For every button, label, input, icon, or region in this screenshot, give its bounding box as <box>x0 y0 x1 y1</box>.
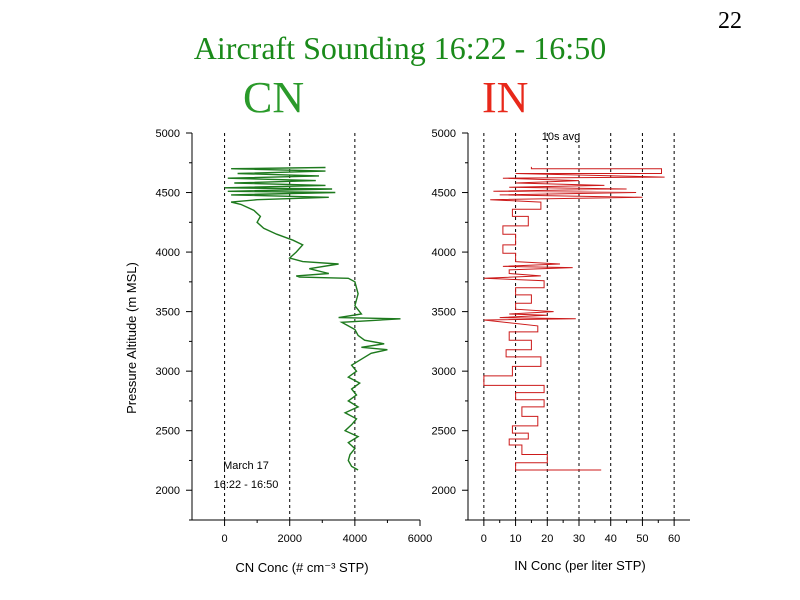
in-ytick-label-2500: 2500 <box>432 426 456 438</box>
cn-ytick-label-5000: 5000 <box>156 128 180 140</box>
in-xtick-label-40: 40 <box>605 533 617 545</box>
cn-ytick-label-3000: 3000 <box>156 366 180 378</box>
cn-xtick-label-2000: 2000 <box>277 533 301 545</box>
in-x-axis-title: IN Conc (per liter STP) <box>514 558 645 573</box>
in-ytick-label-3000: 3000 <box>432 366 456 378</box>
cn-ytick-label-4500: 4500 <box>156 188 180 200</box>
in-xtick-label-60: 60 <box>668 533 680 545</box>
in-ytick-label-4500: 4500 <box>432 188 456 200</box>
in-annotation-avg: 10s avg <box>542 131 581 143</box>
cn-ytick-label-2500: 2500 <box>156 426 180 438</box>
in-xtick-label-30: 30 <box>573 533 585 545</box>
in-xtick-label-0: 0 <box>481 533 487 545</box>
in-xtick-label-50: 50 <box>636 533 648 545</box>
in-ytick-label-5000: 5000 <box>432 128 456 140</box>
cn-annotation-time: 16:22 - 16:50 <box>214 479 279 491</box>
cn-xtick-label-0: 0 <box>222 533 228 545</box>
in-xtick-label-10: 10 <box>509 533 521 545</box>
cn-ytick-label-4000: 4000 <box>156 247 180 259</box>
in-xtick-label-20: 20 <box>541 533 553 545</box>
slide-title: Aircraft Sounding 16:22 - 16:50 <box>193 30 607 66</box>
y-axis-title: Pressure Altitude (m MSL) <box>124 262 139 414</box>
in-ytick-label-3500: 3500 <box>432 307 456 319</box>
in-ytick-label-2000: 2000 <box>432 485 456 497</box>
cn-ytick-label-3500: 3500 <box>156 307 180 319</box>
cn-chart: 2000 2500 3000 3500 4000 4500 5000 0 2000 4000 60… <box>124 128 432 575</box>
in-heading: IN <box>482 73 529 122</box>
cn-xtick-label-4000: 4000 <box>343 533 367 545</box>
cn-heading: CN <box>243 73 305 122</box>
in-series-line <box>483 166 665 471</box>
cn-x-axis-title: CN Conc (# cm⁻³ STP) <box>235 560 368 575</box>
cn-annotation-date: March 17 <box>223 460 269 472</box>
cn-xtick-label-6000: 6000 <box>408 533 432 545</box>
cn-ytick-label-2000: 2000 <box>156 485 180 497</box>
cn-series-line <box>224 166 401 471</box>
in-chart: 2000 2500 3000 3500 4000 4500 5000 0 10 20 30 40 50… <box>432 128 690 573</box>
slide-number: 22 <box>718 8 742 34</box>
in-ytick-label-4000: 4000 <box>432 247 456 259</box>
